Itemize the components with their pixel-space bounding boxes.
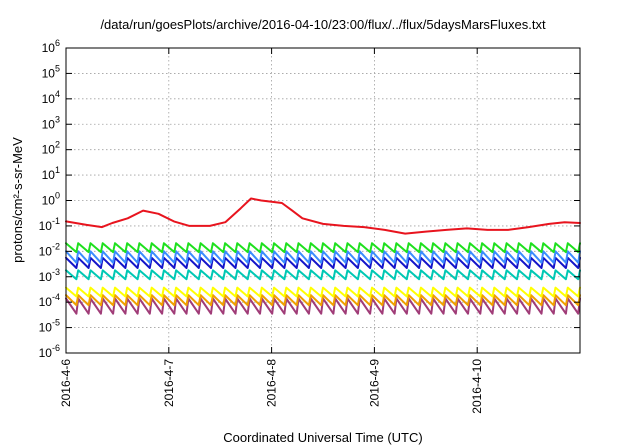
series-line-5 (65, 269, 581, 281)
y-tick-label: 10-2 (39, 241, 60, 258)
y-tick-label: 10-1 (39, 216, 60, 233)
y-tick-label: 102 (42, 140, 60, 157)
series-line-4 (65, 256, 581, 269)
y-tick-label: 104 (42, 89, 60, 106)
x-tick-label: 2016-4-8 (265, 359, 279, 407)
y-axis-label: protons/cm²-s-sr-MeV (10, 137, 25, 263)
chart-title: /data/run/goesPlots/archive/2016-04-10/2… (100, 17, 546, 32)
x-axis-label: Coordinated Universal Time (UTC) (223, 430, 422, 445)
y-tick-label: 101 (42, 165, 60, 182)
grid (66, 48, 580, 353)
y-tick-label: 105 (42, 63, 60, 80)
x-tick-label: 2016-4-10 (470, 359, 484, 414)
y-tick-label: 100 (42, 191, 60, 208)
x-tick-label: 2016-4-6 (59, 359, 73, 407)
y-tick-label: 10-5 (39, 318, 60, 335)
x-tick-label: 2016-4-9 (367, 359, 381, 407)
series-layer (65, 197, 581, 315)
series-line-7 (65, 294, 581, 307)
y-tick-label: 106 (42, 38, 60, 55)
y-tick-label: 10-6 (39, 343, 60, 360)
y-tick-label: 10-3 (39, 267, 60, 284)
y-tick-label: 103 (42, 114, 60, 131)
y-tick-label: 10-4 (39, 292, 60, 309)
y-axis: 10-6 10-5 10-4 10-3 10-2 10-1 100 101 102 103 104 1… (39, 38, 580, 360)
series-line-6 (65, 286, 581, 298)
series-line-3 (65, 250, 581, 264)
series-line-1 (65, 197, 581, 235)
series-line-2 (65, 242, 581, 254)
x-tick-label: 2016-4-7 (162, 359, 176, 407)
x-axis: 2016-4-6 2016-4-7 2016-4-8 2016-4-9 2016-4-1… (59, 48, 484, 414)
